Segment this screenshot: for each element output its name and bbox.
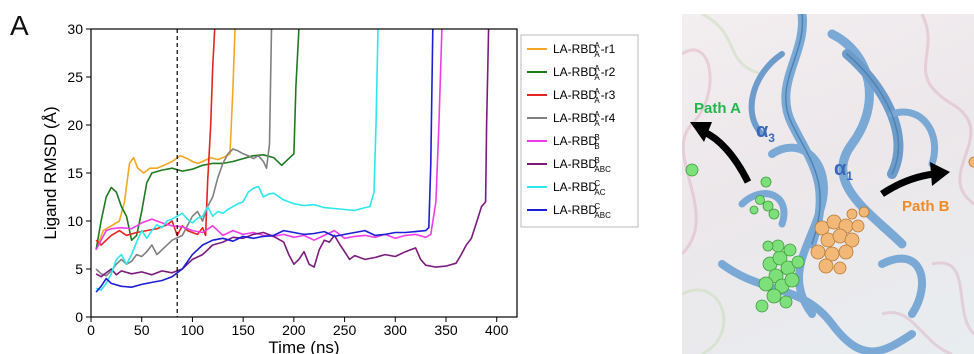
rmsd-line-chart: 0 50 100 150 200 250 300 350 400 0 5 10 15 20 25 30 Time… [41, 21, 639, 354]
background-ribbon [701, 14, 763, 76]
legend-entry-6: LA-RBDB ABC [553, 156, 611, 174]
path-b-arrow-icon [880, 170, 935, 197]
legend-entry-1: LA-RBDA A-r1 [553, 41, 616, 59]
background-ribbon [881, 310, 953, 354]
series-line-7 [95, 29, 379, 291]
y-tick-label: 0 [75, 309, 83, 325]
background-ribbon [931, 261, 974, 336]
legend-entry-7: LA-RBDC AC [553, 179, 606, 197]
series-group [95, 29, 490, 293]
x-tick-label: 300 [384, 322, 408, 338]
series-line-6 [95, 29, 490, 278]
legend-entry-8: LA-RBDC ABC [553, 202, 611, 220]
legend-entry-3: LA-RBDA A-r3 [553, 87, 616, 105]
path-a-arrow-icon [702, 128, 752, 184]
path-a-spheres [685, 163, 805, 313]
x-tick-label: 0 [87, 322, 95, 338]
path-b-spheres [810, 156, 974, 275]
ribbon-strand [718, 260, 916, 354]
path-a-arrowhead-icon [690, 122, 712, 142]
alpha1-symbol: α [834, 158, 847, 180]
series-line-1 [95, 29, 236, 251]
ribbon-strand [781, 14, 825, 249]
ribbon-strand [878, 254, 926, 318]
x-tick-label: 400 [485, 322, 509, 338]
x-tick-label: 100 [181, 322, 205, 338]
background-ribbon [682, 48, 712, 256]
path-b-label: Path B [902, 198, 950, 215]
ribbon-outline [846, 53, 900, 175]
alpha3-subscript: 3 [768, 131, 775, 145]
y-tick-label: 25 [67, 69, 83, 85]
alpha1-subscript: 1 [846, 169, 853, 183]
series-line-8 [95, 29, 434, 293]
x-tick-label: 250 [333, 322, 357, 338]
rbd-ribbon [718, 14, 939, 354]
background-ribbon [682, 288, 726, 354]
y-tick-label: 30 [67, 21, 83, 37]
path-b-arrowhead-icon [930, 162, 950, 186]
protein-structure-illustration [682, 14, 974, 354]
panel-letter-a: A [10, 10, 29, 41]
y-tick-label: 5 [75, 261, 83, 277]
legend-entry-2: LA-RBDA A-r2 [553, 64, 616, 82]
ribbon-strand [738, 190, 788, 228]
alpha3-label: α3 [756, 120, 775, 145]
y-tick-label: 15 [67, 165, 83, 181]
background-ribbon [920, 14, 974, 206]
ribbon-outline [785, 14, 821, 245]
series-line-2 [95, 29, 300, 250]
x-tick-label: 350 [434, 322, 458, 338]
legend-entry-5: LA-RBDB B [553, 133, 600, 151]
panel-a: A 0 50 100 150 200 250 300 350 400 0 5 10 15 20 25 30 Ti… [10, 10, 639, 354]
path-a-label: Path A [694, 100, 741, 117]
series-line-4 [95, 29, 273, 277]
alpha1-label: α1 [834, 158, 853, 183]
y-tick-label: 20 [67, 117, 83, 133]
alpha3-symbol: α [756, 120, 769, 142]
arrows [690, 122, 950, 197]
panel-b-structure: B Path A α3 α1 Path B [682, 14, 974, 354]
legend-entry-4: LA-RBDA A-r4 [553, 110, 616, 128]
ribbon-strand [888, 108, 939, 168]
y-tick-label: 10 [67, 213, 83, 229]
ribbon-strand [748, 51, 785, 137]
x-tick-label: 150 [231, 322, 255, 338]
x-axis-label: Time (ns) [268, 338, 339, 354]
x-tick-label: 200 [282, 322, 306, 338]
background-ribbons [682, 14, 974, 354]
y-axis-label: Ligand RMSD (Å) [41, 106, 60, 239]
legend-box [520, 34, 639, 228]
x-tick-label: 50 [134, 322, 150, 338]
